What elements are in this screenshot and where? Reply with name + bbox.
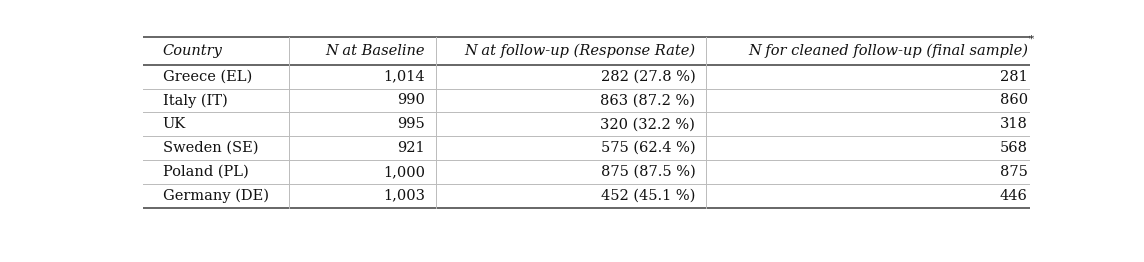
Text: 863 (87.2 %): 863 (87.2 %) (601, 94, 696, 107)
Text: 568: 568 (1000, 141, 1027, 155)
Text: 318: 318 (1000, 117, 1027, 131)
Text: 860: 860 (1000, 94, 1027, 107)
Text: N at Baseline: N at Baseline (325, 44, 424, 58)
Text: Poland (PL): Poland (PL) (162, 165, 248, 179)
Text: N at follow-up (Response Rate): N at follow-up (Response Rate) (464, 44, 696, 58)
Text: 281: 281 (1000, 70, 1027, 84)
Text: 990: 990 (397, 94, 424, 107)
Text: Italy (IT): Italy (IT) (162, 93, 228, 108)
Text: Greece (EL): Greece (EL) (162, 70, 252, 84)
Text: 575 (62.4 %): 575 (62.4 %) (601, 141, 696, 155)
Text: N for cleaned follow-up (final sample): N for cleaned follow-up (final sample) (748, 44, 1027, 58)
Text: 320 (32.2 %): 320 (32.2 %) (601, 117, 696, 131)
Text: Country: Country (162, 44, 222, 58)
Text: 1,014: 1,014 (383, 70, 424, 84)
Text: *: * (1028, 35, 1034, 43)
Text: 875 (87.5 %): 875 (87.5 %) (601, 165, 696, 179)
Text: 995: 995 (397, 117, 424, 131)
Text: UK: UK (162, 117, 185, 131)
Text: 452 (45.1 %): 452 (45.1 %) (601, 189, 696, 203)
Text: 446: 446 (1000, 189, 1027, 203)
Text: Sweden (SE): Sweden (SE) (162, 141, 259, 155)
Text: Germany (DE): Germany (DE) (162, 188, 269, 203)
Text: 875: 875 (1000, 165, 1027, 179)
Text: 282 (27.8 %): 282 (27.8 %) (601, 70, 696, 84)
Text: 1,003: 1,003 (383, 189, 424, 203)
Text: 921: 921 (397, 141, 424, 155)
Text: 1,000: 1,000 (383, 165, 424, 179)
